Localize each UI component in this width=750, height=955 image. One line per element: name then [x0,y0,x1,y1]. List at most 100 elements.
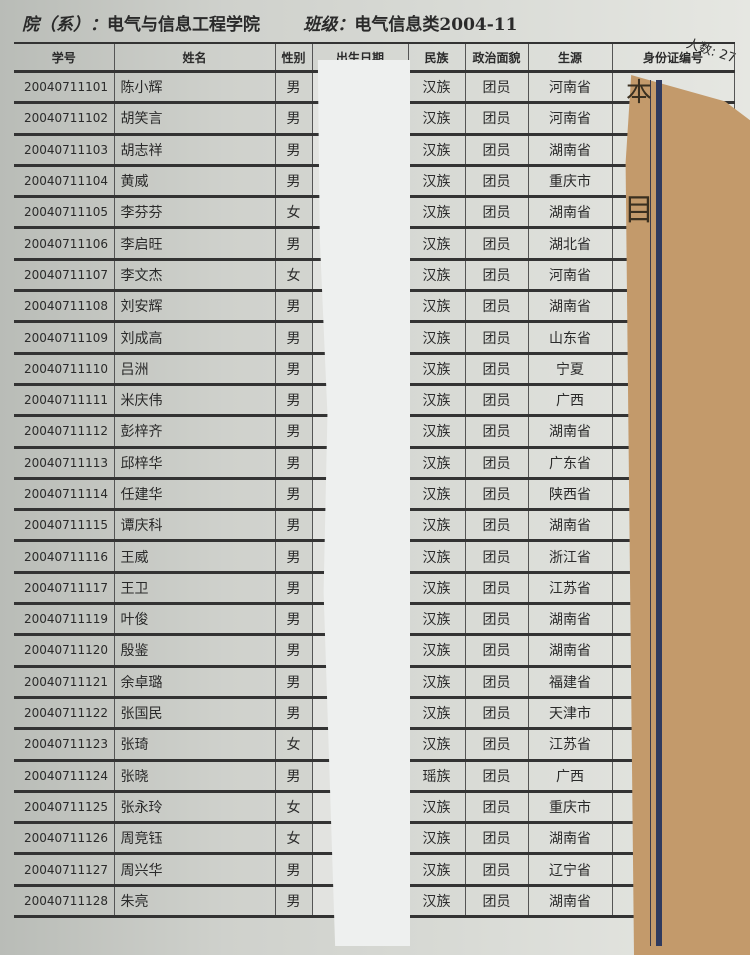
gender: 男 [275,102,313,136]
ethnicity: 汉族 [408,227,466,261]
student-id: 20040711114 [14,478,115,512]
origin: 重庆市 [528,791,613,825]
folder-cover [625,75,750,955]
folder-line [650,80,651,946]
folder-stripe [656,80,662,946]
gender: 男 [275,415,313,449]
student-id: 20040711111 [14,384,115,418]
column-header: 姓名 [114,42,276,73]
political-status: 团员 [465,353,529,386]
political-status: 团员 [465,227,529,261]
origin: 湖南省 [528,822,613,856]
department-label: 院（系）： [22,15,107,35]
gender: 男 [275,760,313,793]
student-name: 任建华 [114,478,276,512]
origin: 湖南省 [528,134,613,167]
gender: 男 [275,540,313,574]
origin: 江苏省 [528,572,613,606]
table-row: 20040711111 米庆伟男 汉族 团员 广西 [14,384,735,418]
student-name: 余卓璐 [114,666,276,699]
column-header: 民族 [408,42,466,73]
student-id: 20040711117 [14,572,115,606]
origin: 福建省 [528,666,613,699]
ethnicity: 汉族 [408,71,466,105]
political-status: 团员 [465,572,529,606]
political-status: 团员 [465,728,529,762]
political-status: 团员 [465,603,529,637]
political-status: 团员 [465,447,529,480]
gender: 男 [275,478,313,512]
student-id: 20040711103 [14,134,115,167]
ethnicity: 汉族 [408,353,466,386]
student-name: 胡志祥 [114,134,276,167]
origin: 浙江省 [528,540,613,574]
student-name: 邱梓华 [114,447,276,480]
student-id: 20040711108 [14,290,115,324]
student-name: 叶俊 [114,603,276,637]
student-id: 20040711125 [14,791,115,825]
student-id: 20040711119 [14,603,115,637]
table-header-row: 学号 姓名 性别 出生日期 民族 政治面貌 生源 身份证编号 [14,42,735,73]
student-name: 周兴华 [114,853,276,887]
ethnicity: 汉族 [408,321,466,355]
ethnicity: 汉族 [408,572,466,606]
student-name: 吕洲 [114,353,276,386]
ethnicity: 瑶族 [408,760,466,793]
gender: 男 [275,321,313,355]
ethnicity: 汉族 [408,415,466,449]
student-id: 20040711122 [14,697,115,731]
student-name: 米庆伟 [114,384,276,418]
political-status: 团员 [465,853,529,887]
gender: 女 [275,196,313,230]
origin: 河南省 [528,71,613,105]
gender: 男 [275,290,313,324]
student-id: 20040711109 [14,321,115,355]
gender: 男 [275,165,313,199]
political-status: 团员 [465,540,529,574]
gender: 男 [275,572,313,606]
student-name: 张晓 [114,760,276,793]
student-id: 20040711101 [14,71,115,105]
ethnicity: 汉族 [408,634,466,668]
document-header: 院（系）：电气与信息工程学院 班级：电气信息类2004-11 [22,10,555,35]
column-header: 学号 [14,42,115,73]
origin: 河南省 [528,259,613,293]
origin: 广东省 [528,447,613,480]
student-name: 周竞钰 [114,822,276,856]
origin: 江苏省 [528,728,613,762]
student-name: 刘成高 [114,321,276,355]
student-id: 20040711123 [14,728,115,762]
table-row: 20040711126 周竞钰女 汉族 团员 湖南省 [14,822,735,856]
political-status: 团员 [465,71,529,105]
student-id: 20040711107 [14,259,115,293]
political-status: 团员 [465,885,529,919]
origin: 湖南省 [528,196,613,230]
department-value: 电气与信息工程学院 [107,15,260,35]
gender: 男 [275,634,313,668]
student-id: 20040711126 [14,822,115,856]
gender: 女 [275,728,313,762]
folder-mark: 本 [626,78,653,108]
ethnicity: 汉族 [408,697,466,731]
student-name: 陈小辉 [114,71,276,105]
student-id: 20040711121 [14,666,115,699]
origin: 陕西省 [528,478,613,512]
student-id: 20040711127 [14,853,115,887]
gender: 女 [275,259,313,293]
origin: 湖南省 [528,509,613,543]
student-name: 王卫 [114,572,276,606]
ethnicity: 汉族 [408,196,466,230]
ethnicity: 汉族 [408,165,466,199]
student-id: 20040711104 [14,165,115,199]
student-name: 张国民 [114,697,276,731]
gender: 男 [275,384,313,418]
ethnicity: 汉族 [408,822,466,856]
gender: 男 [275,853,313,887]
student-id: 20040711102 [14,102,115,136]
gender: 男 [275,134,313,167]
ethnicity: 汉族 [408,666,466,699]
ethnicity: 汉族 [408,259,466,293]
student-id: 20040711116 [14,540,115,574]
gender: 男 [275,666,313,699]
class-label: 班级： [303,15,355,35]
